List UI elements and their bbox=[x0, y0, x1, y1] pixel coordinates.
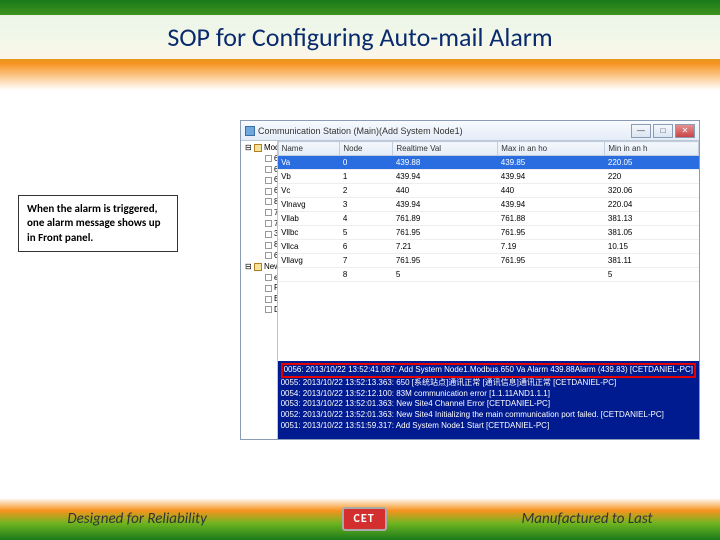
table-row[interactable]: Va0439.88439.85220.05 bbox=[278, 156, 698, 170]
table-row[interactable]: Vllab4761.89761.88381.13 bbox=[278, 212, 698, 226]
window-title: Communication Station (Main)(Add System … bbox=[258, 126, 463, 136]
tree-item[interactable]: 7550modbus bbox=[243, 219, 275, 230]
tree-item[interactable]: 8430 bbox=[243, 197, 275, 208]
tree-item[interactable]: 650.2 bbox=[243, 175, 275, 186]
log-line: 0053: 2013/10/22 13:52:01.363: New Site4… bbox=[281, 399, 696, 410]
close-button[interactable]: ✕ bbox=[675, 124, 695, 138]
tree-item[interactable]: Formula bbox=[243, 283, 275, 294]
tree-section[interactable]: ⊟ New Site4 bbox=[243, 262, 275, 273]
app-icon bbox=[245, 126, 255, 136]
table-row[interactable]: 855 bbox=[278, 268, 698, 282]
table-row[interactable]: Vllavg7761.95761.95381.11 bbox=[278, 254, 698, 268]
table-row[interactable]: Vb1439.94439.94220 bbox=[278, 170, 698, 184]
table-row[interactable]: Vc2440440320.06 bbox=[278, 184, 698, 198]
tree-item[interactable]: 650.1 bbox=[243, 165, 275, 176]
tree-panel[interactable]: ⊟ Modbus 650650.1650.2630584307530modbus… bbox=[241, 141, 278, 439]
footer-left: Designed for Reliability bbox=[67, 510, 206, 528]
table-row[interactable]: Vllbc5761.95761.95381.05 bbox=[278, 226, 698, 240]
tree-item[interactable]: 6305 bbox=[243, 186, 275, 197]
log-line: 0055: 2013/10/22 13:52:13.363: 650 [系统站点… bbox=[281, 378, 696, 389]
log-alarm-line: 0056: 2013/10/22 13:52:41.087: Add Syste… bbox=[281, 363, 696, 378]
window-titlebar: Communication Station (Main)(Add System … bbox=[241, 121, 699, 141]
data-grid[interactable]: NameNodeRealtime ValMax in an hoMin in a… bbox=[278, 141, 699, 361]
column-header[interactable]: Max in an ho bbox=[498, 142, 605, 156]
footer-band: Designed for Reliability CET Manufacture… bbox=[0, 498, 720, 540]
tree-root[interactable]: ⊟ Modbus bbox=[243, 143, 275, 154]
tree-item[interactable]: 6533 bbox=[243, 251, 275, 262]
tree-item[interactable]: ethernet bbox=[243, 273, 275, 284]
log-line: 0054: 2013/10/22 13:52:12.100: 83M commu… bbox=[281, 389, 696, 400]
tree-item[interactable]: 83M bbox=[243, 240, 275, 251]
maximize-button[interactable]: □ bbox=[653, 124, 673, 138]
column-header[interactable]: Min in an h bbox=[605, 142, 699, 156]
minimize-button[interactable]: — bbox=[631, 124, 651, 138]
tree-item[interactable]: 7530modbus bbox=[243, 208, 275, 219]
tree-item[interactable]: Energy Data Sources bbox=[243, 294, 275, 305]
tree-item[interactable]: Digital Out Sources bbox=[243, 305, 275, 316]
column-header[interactable]: Node bbox=[340, 142, 393, 156]
app-window: Communication Station (Main)(Add System … bbox=[240, 120, 700, 440]
column-header[interactable]: Name bbox=[278, 142, 340, 156]
table-row[interactable]: Vllca67.217.1910.15 bbox=[278, 240, 698, 254]
tree-item[interactable]: 3500 bbox=[243, 229, 275, 240]
log-panel: 0056: 2013/10/22 13:52:41.087: Add Syste… bbox=[278, 361, 699, 439]
log-line: 0051: 2013/10/22 13:51:59.317: Add Syste… bbox=[281, 421, 696, 432]
log-line: 0052: 2013/10/22 13:52:01.363: New Site4… bbox=[281, 410, 696, 421]
table-row[interactable]: Vlnavg3439.94439.94220.04 bbox=[278, 198, 698, 212]
column-header[interactable]: Realtime Val bbox=[393, 142, 498, 156]
footer-right: Manufactured to Last bbox=[521, 510, 652, 528]
footer-logo: CET bbox=[342, 507, 387, 531]
note-box: When the alarm is triggered, one alarm m… bbox=[18, 195, 178, 252]
tree-item[interactable]: 650 bbox=[243, 154, 275, 165]
slide-title: SOP for Configuring Auto-mail Alarm bbox=[0, 15, 720, 59]
